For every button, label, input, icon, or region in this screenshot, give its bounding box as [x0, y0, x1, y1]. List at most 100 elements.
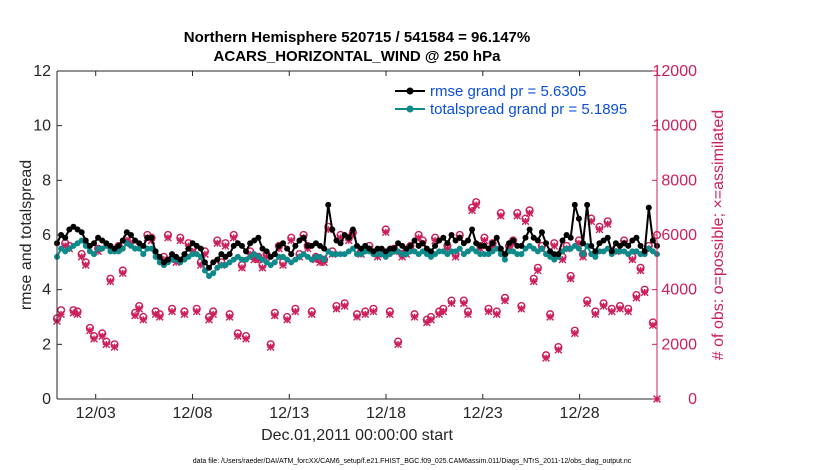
- obs-assimilated-marker: [607, 307, 616, 316]
- obs-assimilated-marker: [480, 236, 489, 245]
- obs-assimilated-marker: [287, 236, 296, 245]
- rmse-point: [444, 240, 451, 247]
- obs-assimilated-marker: [385, 310, 394, 319]
- obs-assimilated-marker: [229, 233, 238, 242]
- rmse-point: [271, 251, 278, 258]
- totalspread-point: [497, 251, 504, 258]
- obs-assimilated-marker: [192, 307, 201, 316]
- ticks-layer: 12/03 12/08 12/13 12/18 12/23 12/280246810120…: [33, 63, 697, 422]
- totalspread-point: [218, 262, 225, 269]
- x-axis-label: Dec.01,2011 00:00:00 start: [261, 427, 453, 444]
- totalspread-point: [538, 245, 545, 252]
- totalspread-point: [501, 256, 508, 263]
- totalspread-point: [152, 253, 159, 260]
- obs-assimilated-marker: [110, 343, 119, 351]
- obs-assimilated-marker: [205, 315, 213, 324]
- y-axis-right-label: # of obs: o=possible; ×=assimilated: [710, 110, 727, 360]
- y-right-tick-label: 0: [688, 391, 697, 408]
- obs-assimilated-marker: [155, 313, 164, 321]
- legend-box: [390, 80, 648, 118]
- obs-assimilated-marker: [492, 310, 501, 319]
- obs-assimilated-marker: [554, 345, 563, 354]
- obs-assimilated-marker: [632, 293, 641, 302]
- totalspread-point: [132, 245, 139, 252]
- obs-assimilated-marker: [270, 311, 279, 320]
- obs-assimilated-marker: [628, 255, 637, 264]
- obs-assimilated-marker: [636, 266, 645, 275]
- rmse-point: [592, 248, 599, 255]
- obs-assimilated-marker: [225, 313, 234, 321]
- obs-assimilated-marker: [410, 313, 419, 321]
- rmse-point: [119, 237, 126, 244]
- obs-assimilated-marker: [258, 263, 267, 272]
- rmse-point: [588, 242, 595, 249]
- rmse-point: [325, 201, 332, 208]
- rmse-point: [374, 245, 381, 252]
- obs-assimilated-marker: [332, 304, 341, 313]
- obs-assimilated-marker: [57, 310, 66, 319]
- obs-assimilated-marker: [213, 239, 222, 248]
- obs-assimilated-marker: [484, 307, 493, 316]
- totalspread-point: [563, 245, 570, 252]
- rmse-point: [580, 240, 587, 247]
- totalspread-point: [456, 245, 463, 252]
- rmse-point: [510, 237, 517, 244]
- rmse-point: [181, 251, 188, 258]
- rmse-point: [432, 242, 439, 249]
- totalspread-point: [78, 237, 85, 244]
- obs-assimilated-marker: [85, 326, 94, 335]
- totalspread-point: [82, 242, 89, 249]
- obs-assimilated-marker: [496, 211, 505, 220]
- totalspread-point: [481, 251, 488, 258]
- rmse-point: [641, 248, 648, 255]
- totalspread-point: [477, 251, 484, 258]
- obs-assimilated-marker: [599, 302, 608, 310]
- rmse-point: [62, 234, 69, 241]
- totalspread-point: [575, 245, 582, 252]
- legend-spread-marker: [406, 105, 414, 113]
- y-axis-left-label: rmse and totalspread: [18, 160, 35, 310]
- rmse-point: [534, 237, 541, 244]
- obs-assimilated-marker: [131, 311, 139, 320]
- rmse-point: [551, 251, 558, 258]
- obs-assimilated-marker: [521, 217, 530, 226]
- obs-assimilated-marker: [139, 315, 148, 324]
- totalspread-point: [518, 251, 525, 258]
- y-right-tick-label: 6000: [661, 227, 697, 244]
- obs-assimilated-marker: [77, 252, 86, 261]
- x-tick-label: 12/18: [366, 405, 406, 422]
- x-tick-label: 12/28: [560, 405, 600, 422]
- rmse-point: [514, 242, 521, 249]
- totalspread-point: [312, 253, 319, 260]
- obs-assimilated-marker: [570, 329, 579, 338]
- rmse-point: [284, 245, 291, 252]
- rmse-point: [608, 248, 615, 255]
- obs-assimilated-marker: [640, 288, 649, 297]
- rmse-point: [255, 234, 262, 241]
- rmse-point: [292, 242, 299, 249]
- rmse-point: [526, 226, 533, 233]
- obs-assimilated-marker: [381, 228, 390, 237]
- rmse-point: [321, 245, 328, 252]
- footnote: data file: /Users/raeder/DAI/ATM_forcXX/…: [193, 458, 632, 465]
- obs-assimilated-marker: [266, 343, 275, 351]
- obs-assimilated-marker: [529, 277, 538, 286]
- rmse-point: [456, 234, 463, 241]
- y-left-tick-label: 10: [33, 118, 51, 135]
- y-left-tick-label: 12: [33, 63, 51, 80]
- obs-assimilated-marker: [595, 225, 604, 234]
- y-right-tick-label: 12000: [653, 63, 698, 80]
- obs-assimilated-marker: [176, 236, 185, 245]
- obs-assimilated-marker: [513, 211, 522, 220]
- rmse-point: [571, 201, 578, 208]
- rmse-point: [419, 240, 426, 247]
- totalspread-point: [629, 248, 636, 255]
- legend-rmse-label: rmse grand pr = 5.6305: [430, 83, 586, 100]
- obs-assimilated-marker: [439, 307, 448, 316]
- obs-assimilated-marker: [106, 277, 115, 286]
- y-right-tick-label: 2000: [661, 336, 697, 353]
- totalspread-point: [596, 248, 603, 255]
- obs-assimilated-marker: [517, 304, 526, 313]
- totalspread-point: [337, 251, 344, 258]
- rmse-point: [90, 240, 97, 247]
